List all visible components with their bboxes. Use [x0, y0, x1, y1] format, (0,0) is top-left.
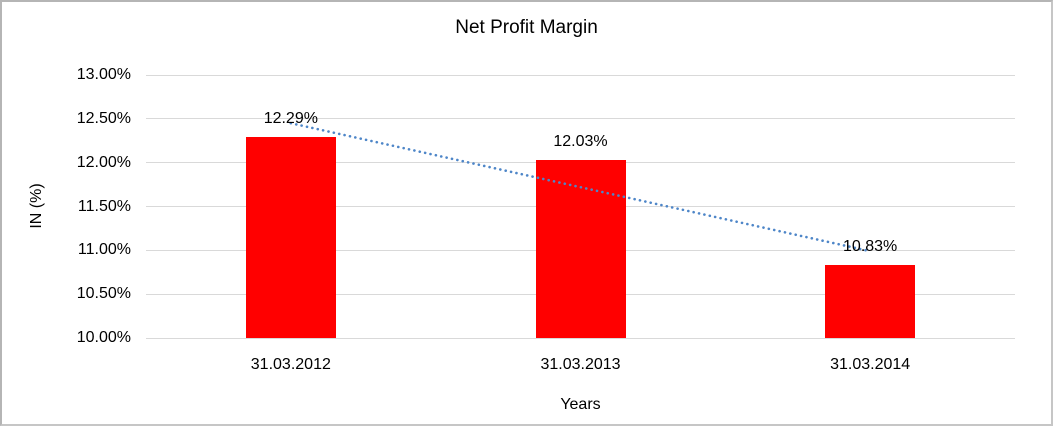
bar-31.03.2012: [245, 137, 336, 338]
chart-title: Net Profit Margin: [455, 17, 598, 38]
trendline: [289, 121, 872, 253]
gridline: [146, 337, 1015, 339]
x-axis-title: Years: [560, 396, 601, 413]
y-axis-tick-label: 11.50%: [77, 197, 131, 215]
y-axis-tick-label: 10.50%: [76, 285, 131, 303]
bar-31.03.2014: [825, 265, 916, 338]
bar-31.03.2013: [535, 160, 626, 338]
gridline: [146, 118, 1015, 120]
y-axis-tick-label: 13.00%: [76, 66, 131, 83]
data-label: 12.29%: [263, 110, 318, 128]
x-axis-tick-label: 31.03.2013: [540, 356, 621, 373]
data-label: 10.83%: [843, 238, 898, 256]
x-axis-tick-label: 31.03.2014: [830, 356, 911, 373]
y-axis-tick-label: 12.00%: [76, 153, 131, 171]
data-label: 12.03%: [553, 133, 608, 151]
y-axis-tick-label: 12.50%: [76, 109, 131, 127]
y-axis-tick-label: 11.00%: [77, 241, 131, 259]
gridline: [146, 74, 1015, 76]
x-axis-tick-label: 31.03.2012: [250, 356, 331, 373]
plot-area: 12.29% 12.03% 10.83%: [146, 74, 1015, 339]
y-axis-tick-label: 10.00%: [76, 329, 131, 346]
